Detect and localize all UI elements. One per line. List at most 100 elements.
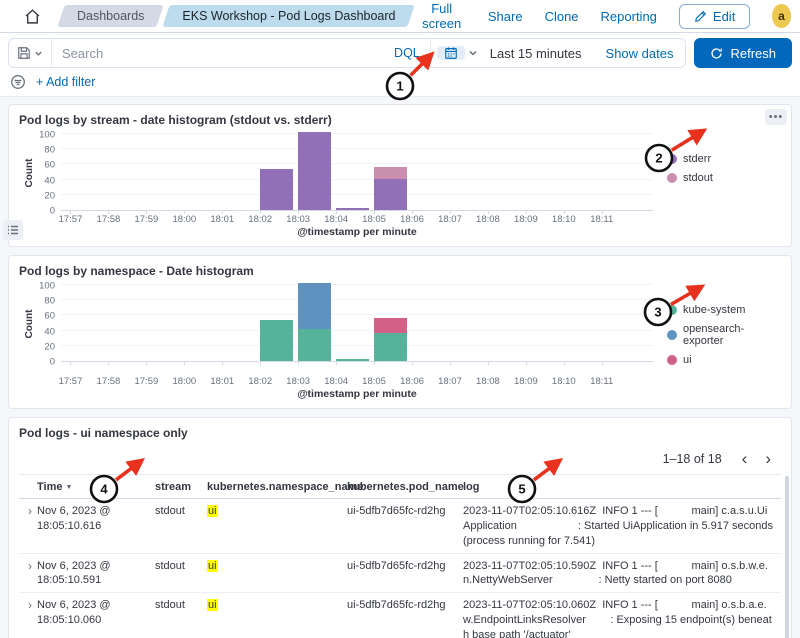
x-tick-label: 18:07: [438, 376, 462, 387]
expand-row-icon[interactable]: ›: [19, 598, 37, 612]
bar-segment-opensearch-exporter[interactable]: [298, 282, 331, 330]
next-page-icon[interactable]: ›: [757, 450, 779, 468]
column-header-log[interactable]: log: [463, 481, 480, 493]
date-picker-button[interactable]: [436, 46, 465, 60]
x-tick-label: 18:07: [438, 214, 462, 225]
cell-pod-name: ui-5dfb7d65fc-rd2hg: [347, 599, 446, 612]
full-screen-link[interactable]: Full screen: [418, 1, 466, 31]
x-tick-label: 17:58: [96, 214, 121, 225]
home-icon[interactable]: [24, 8, 41, 25]
y-tick-label: 80: [44, 295, 55, 307]
column-header-kubernetes-namespace-name[interactable]: kubernetes.namespace_name: [207, 481, 364, 493]
show-dates-button[interactable]: Show dates: [594, 46, 686, 61]
pencil-icon: [694, 10, 707, 22]
time-range-value[interactable]: Last 15 minutes: [489, 45, 582, 61]
legend-item-opensearch-exporter[interactable]: opensearch-exporter: [667, 323, 781, 347]
table-row: › Nov 6, 2023 @ 18:05:10.060 stdout ui ui-5d…: [19, 593, 781, 638]
chevron-down-icon[interactable]: [468, 48, 478, 58]
share-link[interactable]: Share: [487, 8, 523, 24]
x-tick-label: 18:08: [476, 376, 500, 387]
search-input[interactable]: [52, 45, 385, 61]
bar-segment-stderr[interactable]: [298, 131, 331, 210]
x-tick-label: 18:10: [551, 376, 576, 387]
dql-button[interactable]: DQL: [384, 46, 430, 60]
bar-segment-stderr[interactable]: [336, 207, 369, 210]
cell-namespace: ui: [207, 504, 347, 519]
highlighted-term: ui: [207, 599, 218, 612]
legend-item-kube-system[interactable]: kube-system: [667, 304, 781, 316]
cell-namespace: ui: [207, 598, 347, 613]
x-tick-label: 18:09: [513, 214, 538, 225]
cell-namespace: ui: [207, 559, 347, 574]
legend-dot: [667, 305, 677, 315]
table-row: › Nov 6, 2023 @ 18:05:10.616 stdout ui ui-5d…: [19, 499, 781, 554]
top-nav: Dashboards EKS Workshop - Pod Logs Dashb…: [0, 0, 800, 33]
y-tick-label: 80: [44, 144, 55, 156]
cell-stream: stdout: [155, 599, 185, 612]
expand-row-icon[interactable]: ›: [19, 504, 37, 518]
x-tick-label: 18:03: [286, 214, 311, 225]
save-icon: [18, 47, 30, 59]
highlighted-term: ui: [207, 505, 218, 517]
y-tick-label: 60: [44, 310, 55, 322]
legend-item-ui[interactable]: ui: [667, 354, 781, 366]
bar-segment-stderr[interactable]: [374, 178, 407, 210]
y-tick-label: 60: [44, 159, 55, 171]
panel-title: Pod logs by stream - date histogram (std…: [19, 113, 332, 127]
legend-item-stderr[interactable]: stderr: [667, 153, 781, 165]
x-tick-label: 18:06: [400, 376, 424, 387]
panel-options-icon[interactable]: •••: [765, 109, 787, 125]
x-axis-label: @timestamp per minute: [297, 226, 417, 238]
bar-segment-stderr[interactable]: [260, 168, 293, 210]
reporting-link[interactable]: Reporting: [600, 8, 657, 24]
cell-stream: stdout: [155, 505, 185, 517]
breadcrumb-dashboards[interactable]: Dashboards: [61, 5, 160, 27]
bar-segment-ui[interactable]: [374, 318, 407, 333]
y-tick-label: 20: [44, 341, 55, 353]
cell-log: 2023-11-07T02:05:10.060Z INFO 1 --- [ ma…: [463, 599, 772, 638]
bar-segment-stdout[interactable]: [374, 167, 407, 179]
x-tick-label: 18:11: [590, 214, 614, 225]
scrollbar[interactable]: [785, 476, 789, 638]
legend-item-stdout[interactable]: stdout: [667, 172, 781, 184]
x-tick-label: 17:58: [96, 376, 121, 387]
x-tick-label: 18:05: [362, 214, 386, 225]
calendar-icon: [444, 47, 457, 59]
column-header-kubernetes-pod-name[interactable]: kubernetes.pod_name: [347, 481, 464, 493]
query-bar: DQL Last 15 minutes Show dates Refresh: [0, 33, 800, 72]
clone-link[interactable]: Clone: [544, 8, 579, 24]
bar-segment-kube-system[interactable]: [374, 332, 407, 361]
legend-dot: [667, 154, 677, 164]
bar-segment-kube-system[interactable]: [298, 329, 331, 361]
x-tick-label: 17:59: [134, 214, 159, 225]
bar-segment-kube-system[interactable]: [260, 319, 293, 361]
x-tick-label: 17:57: [58, 376, 83, 387]
cell-log: 2023-11-07T02:05:10.590Z INFO 1 --- [ ma…: [463, 559, 768, 587]
legend-dot: [667, 330, 677, 340]
dashboard-grid: Pod logs by stream - date histogram (std…: [0, 97, 800, 638]
x-tick-label: 18:04: [324, 214, 349, 225]
x-tick-label: 18:06: [400, 214, 424, 225]
column-header-time[interactable]: Time ▼: [37, 481, 73, 493]
cell-pod-name: ui-5dfb7d65fc-rd2hg: [347, 505, 446, 517]
filter-icon[interactable]: [10, 74, 26, 90]
edit-button[interactable]: Edit: [678, 3, 751, 29]
expand-row-icon[interactable]: ›: [19, 559, 37, 573]
chart-legend: stderr stdout: [653, 135, 781, 211]
column-header-stream[interactable]: stream: [155, 481, 192, 493]
avatar[interactable]: a: [772, 4, 791, 28]
filter-bar: + Add filter: [0, 72, 800, 97]
legend-toggle-icon[interactable]: [3, 220, 23, 240]
prev-page-icon[interactable]: ‹: [734, 450, 756, 468]
refresh-button[interactable]: Refresh: [694, 38, 792, 68]
y-tick-label: 40: [44, 175, 55, 187]
chevron-down-icon: [35, 51, 42, 56]
x-tick-label: 18:05: [362, 376, 386, 387]
add-filter-button[interactable]: + Add filter: [36, 75, 96, 89]
bar-segment-kube-system[interactable]: [336, 358, 369, 361]
cell-time: Nov 6, 2023 @ 18:05:10.060: [37, 599, 111, 627]
pagination-label: 1–18 of 18: [662, 452, 722, 466]
panel-pod-logs-by-namespace: Pod logs by namespace - Date histogram C…: [8, 255, 792, 409]
saved-query-button[interactable]: [9, 39, 52, 67]
